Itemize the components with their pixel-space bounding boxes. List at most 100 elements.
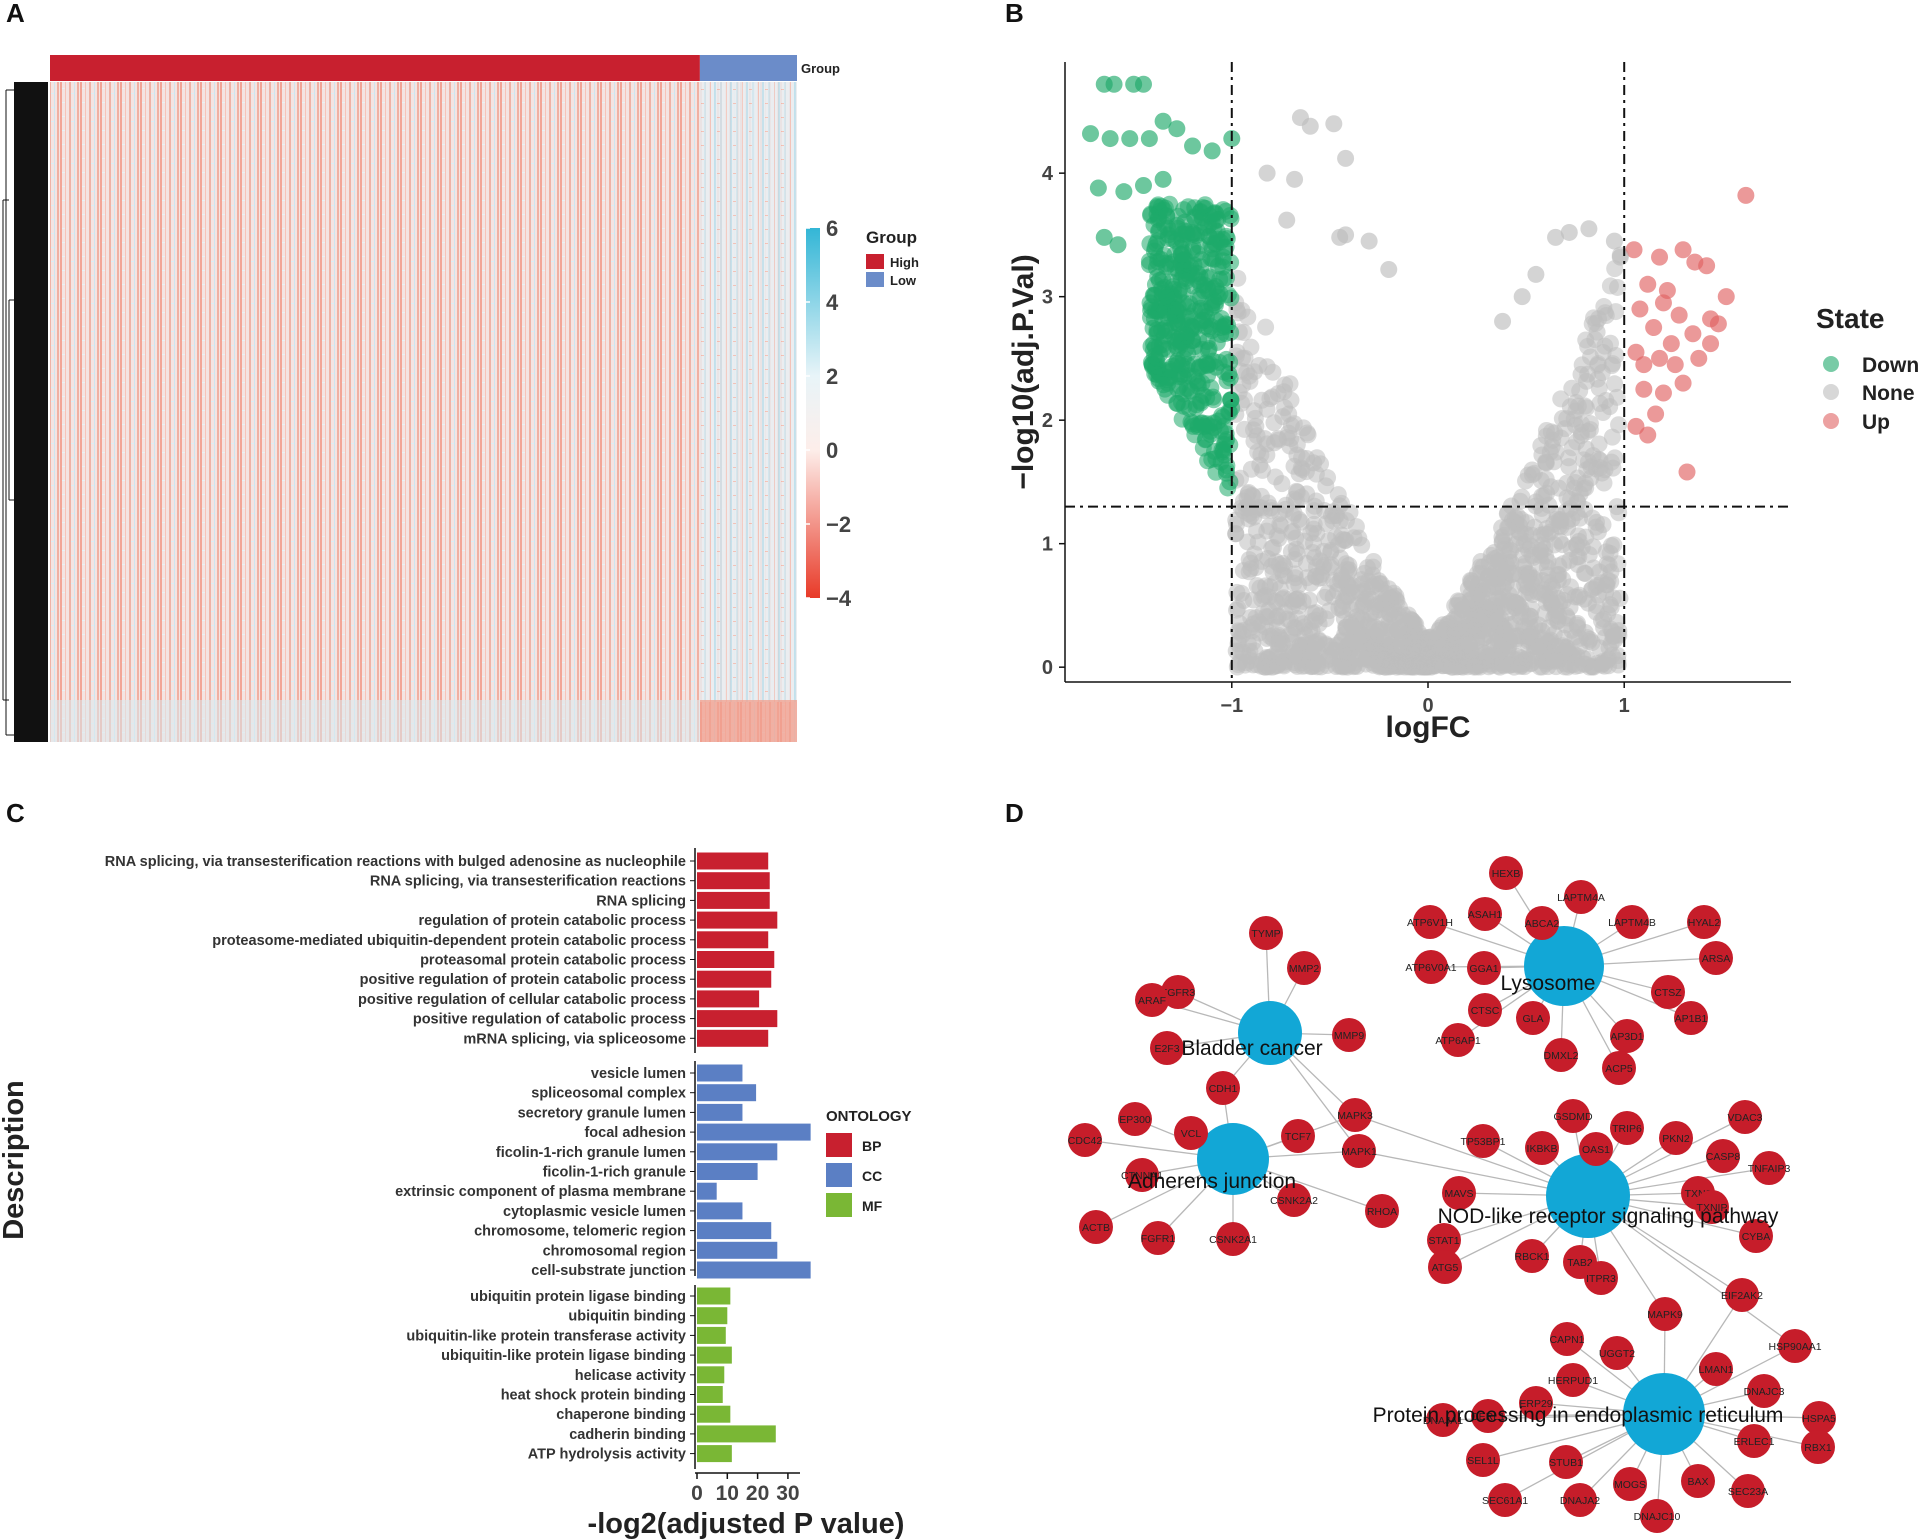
volcano-background-point — [1410, 656, 1428, 674]
gene-node — [1441, 1023, 1475, 1057]
volcano-background-point — [1281, 375, 1299, 393]
volcano-down-background-point — [1177, 309, 1195, 327]
volcano-background-point — [1590, 379, 1608, 397]
volcano-background-point — [1260, 588, 1278, 606]
volcano-background-point — [1611, 589, 1629, 607]
color-scale-tick-label: 0 — [826, 438, 838, 463]
volcano-point-up — [1645, 319, 1663, 337]
gene-node — [1150, 1031, 1184, 1065]
volcano-down-background-point — [1173, 225, 1191, 243]
volcano-background-point — [1503, 566, 1521, 584]
go-bar-mf — [697, 1346, 732, 1364]
gene-node — [1414, 950, 1448, 984]
heatmap-bottom-block-low — [700, 700, 797, 742]
volcano-point-none — [1258, 164, 1276, 182]
heatmap-matrix-low-group — [700, 82, 797, 702]
gene-node — [1802, 1401, 1836, 1435]
gene-label: CASP8 — [1706, 1151, 1741, 1163]
gene-node — [1610, 1019, 1644, 1053]
go-term-label: ubiquitin protein ligase binding — [470, 1289, 686, 1305]
group-bar-low — [699, 55, 797, 81]
heatmap-bottom-block — [50, 700, 700, 742]
volcano-background-point — [1558, 639, 1576, 657]
volcano-background-point — [1448, 607, 1466, 625]
volcano-background-point — [1571, 382, 1589, 400]
volcano-background-point — [1283, 523, 1301, 541]
gene-node — [1615, 905, 1649, 939]
volcano-background-point — [1282, 429, 1300, 447]
pathway-label: Protein processing in endoplasmic reticu… — [1373, 1404, 1784, 1427]
volcano-background-point — [1563, 439, 1581, 457]
volcano-point-none — [1301, 117, 1319, 135]
go-bar-cc — [697, 1261, 811, 1279]
volcano-background-point — [1326, 642, 1344, 660]
gene-label: HYAL2 — [1688, 917, 1721, 929]
go-term-label: extrinsic component of plasma membrane — [395, 1184, 686, 1200]
volcano-background-point — [1398, 645, 1416, 663]
gene-node — [1659, 1121, 1693, 1155]
gene-label: DNAJC3 — [1744, 1386, 1785, 1398]
gene-label: BAX — [1687, 1476, 1708, 1488]
volcano-point-none — [1337, 226, 1355, 244]
go-bar-cc — [697, 1123, 811, 1141]
go-bar-mf — [697, 1405, 731, 1423]
group-bar-high — [50, 55, 700, 81]
volcano-background-point — [1399, 606, 1417, 624]
group-legend-swatch-high — [866, 254, 884, 269]
volcano-background-point — [1258, 446, 1276, 464]
volcano-background-point — [1536, 604, 1554, 622]
volcano-point-up — [1647, 405, 1665, 423]
go-bar-mf — [697, 1326, 726, 1344]
gene-label: IKBKB — [1527, 1143, 1558, 1155]
gene-node — [1287, 951, 1321, 985]
volcano-background-point — [1420, 629, 1438, 647]
volcano-point-none — [1380, 260, 1398, 278]
gene-node — [1206, 1071, 1240, 1105]
volcano-background-point — [1257, 318, 1275, 336]
volcano-background-point — [1512, 658, 1530, 676]
state-legend-down: Down — [1862, 354, 1919, 377]
volcano-background-point — [1304, 604, 1322, 622]
gene-label: CSNK2A2 — [1270, 1195, 1318, 1207]
volcano-down-background-point — [1206, 293, 1224, 311]
volcano-background-point — [1292, 488, 1310, 506]
volcano-background-point — [1528, 583, 1546, 601]
gene-label: ERP29 — [1519, 1398, 1552, 1410]
go-bar-bp — [697, 951, 775, 968]
go-bar-bp — [697, 931, 769, 949]
volcano-point-none — [1337, 149, 1355, 167]
gene-label: SEL1L — [1467, 1455, 1499, 1467]
gene-label: FGFR3 — [1161, 987, 1196, 999]
go-term-label: ATP hydrolysis activity — [528, 1447, 686, 1463]
pathway-node — [1623, 1373, 1705, 1455]
go-x-tick-label: 30 — [776, 1482, 799, 1505]
volcano-none-cloud — [1140, 195, 1629, 676]
go-bar-mf — [697, 1386, 723, 1403]
network-pathway-nodes — [1197, 926, 1705, 1455]
pathway-node — [1546, 1154, 1630, 1238]
volcano-x-tick-label: 1 — [1619, 695, 1630, 717]
volcano-background-point — [1495, 541, 1513, 559]
gene-label: CDH1 — [1209, 1083, 1238, 1095]
color-scale-tick-label: 4 — [826, 290, 839, 315]
volcano-background-point — [1576, 474, 1594, 492]
volcano-down-background-point — [1187, 226, 1205, 244]
volcano-background-point — [1268, 618, 1286, 636]
group-legend-high: High — [890, 255, 919, 270]
volcano-down-background-point — [1192, 414, 1210, 432]
volcano-background-point — [1296, 532, 1314, 550]
gene-label: ATG5 — [1432, 1262, 1459, 1274]
gene-node — [1610, 1111, 1644, 1145]
gene-label: LMAN1 — [1698, 1364, 1733, 1376]
go-term-label: regulation of protein catabolic process — [419, 913, 687, 929]
gene-label: HSP90AA1 — [1768, 1341, 1821, 1353]
go-bars: RNA splicing, via transesterification re… — [105, 848, 811, 1469]
gene-label: SEC23A — [1728, 1486, 1768, 1498]
volcano-down-background-point — [1186, 209, 1204, 227]
volcano-point-up — [1654, 384, 1672, 402]
pathway-label: Adherens junction — [1128, 1170, 1296, 1193]
volcano-background-point — [1558, 474, 1576, 492]
row-dendrogram — [2, 82, 48, 742]
volcano-background-point — [1602, 620, 1620, 638]
